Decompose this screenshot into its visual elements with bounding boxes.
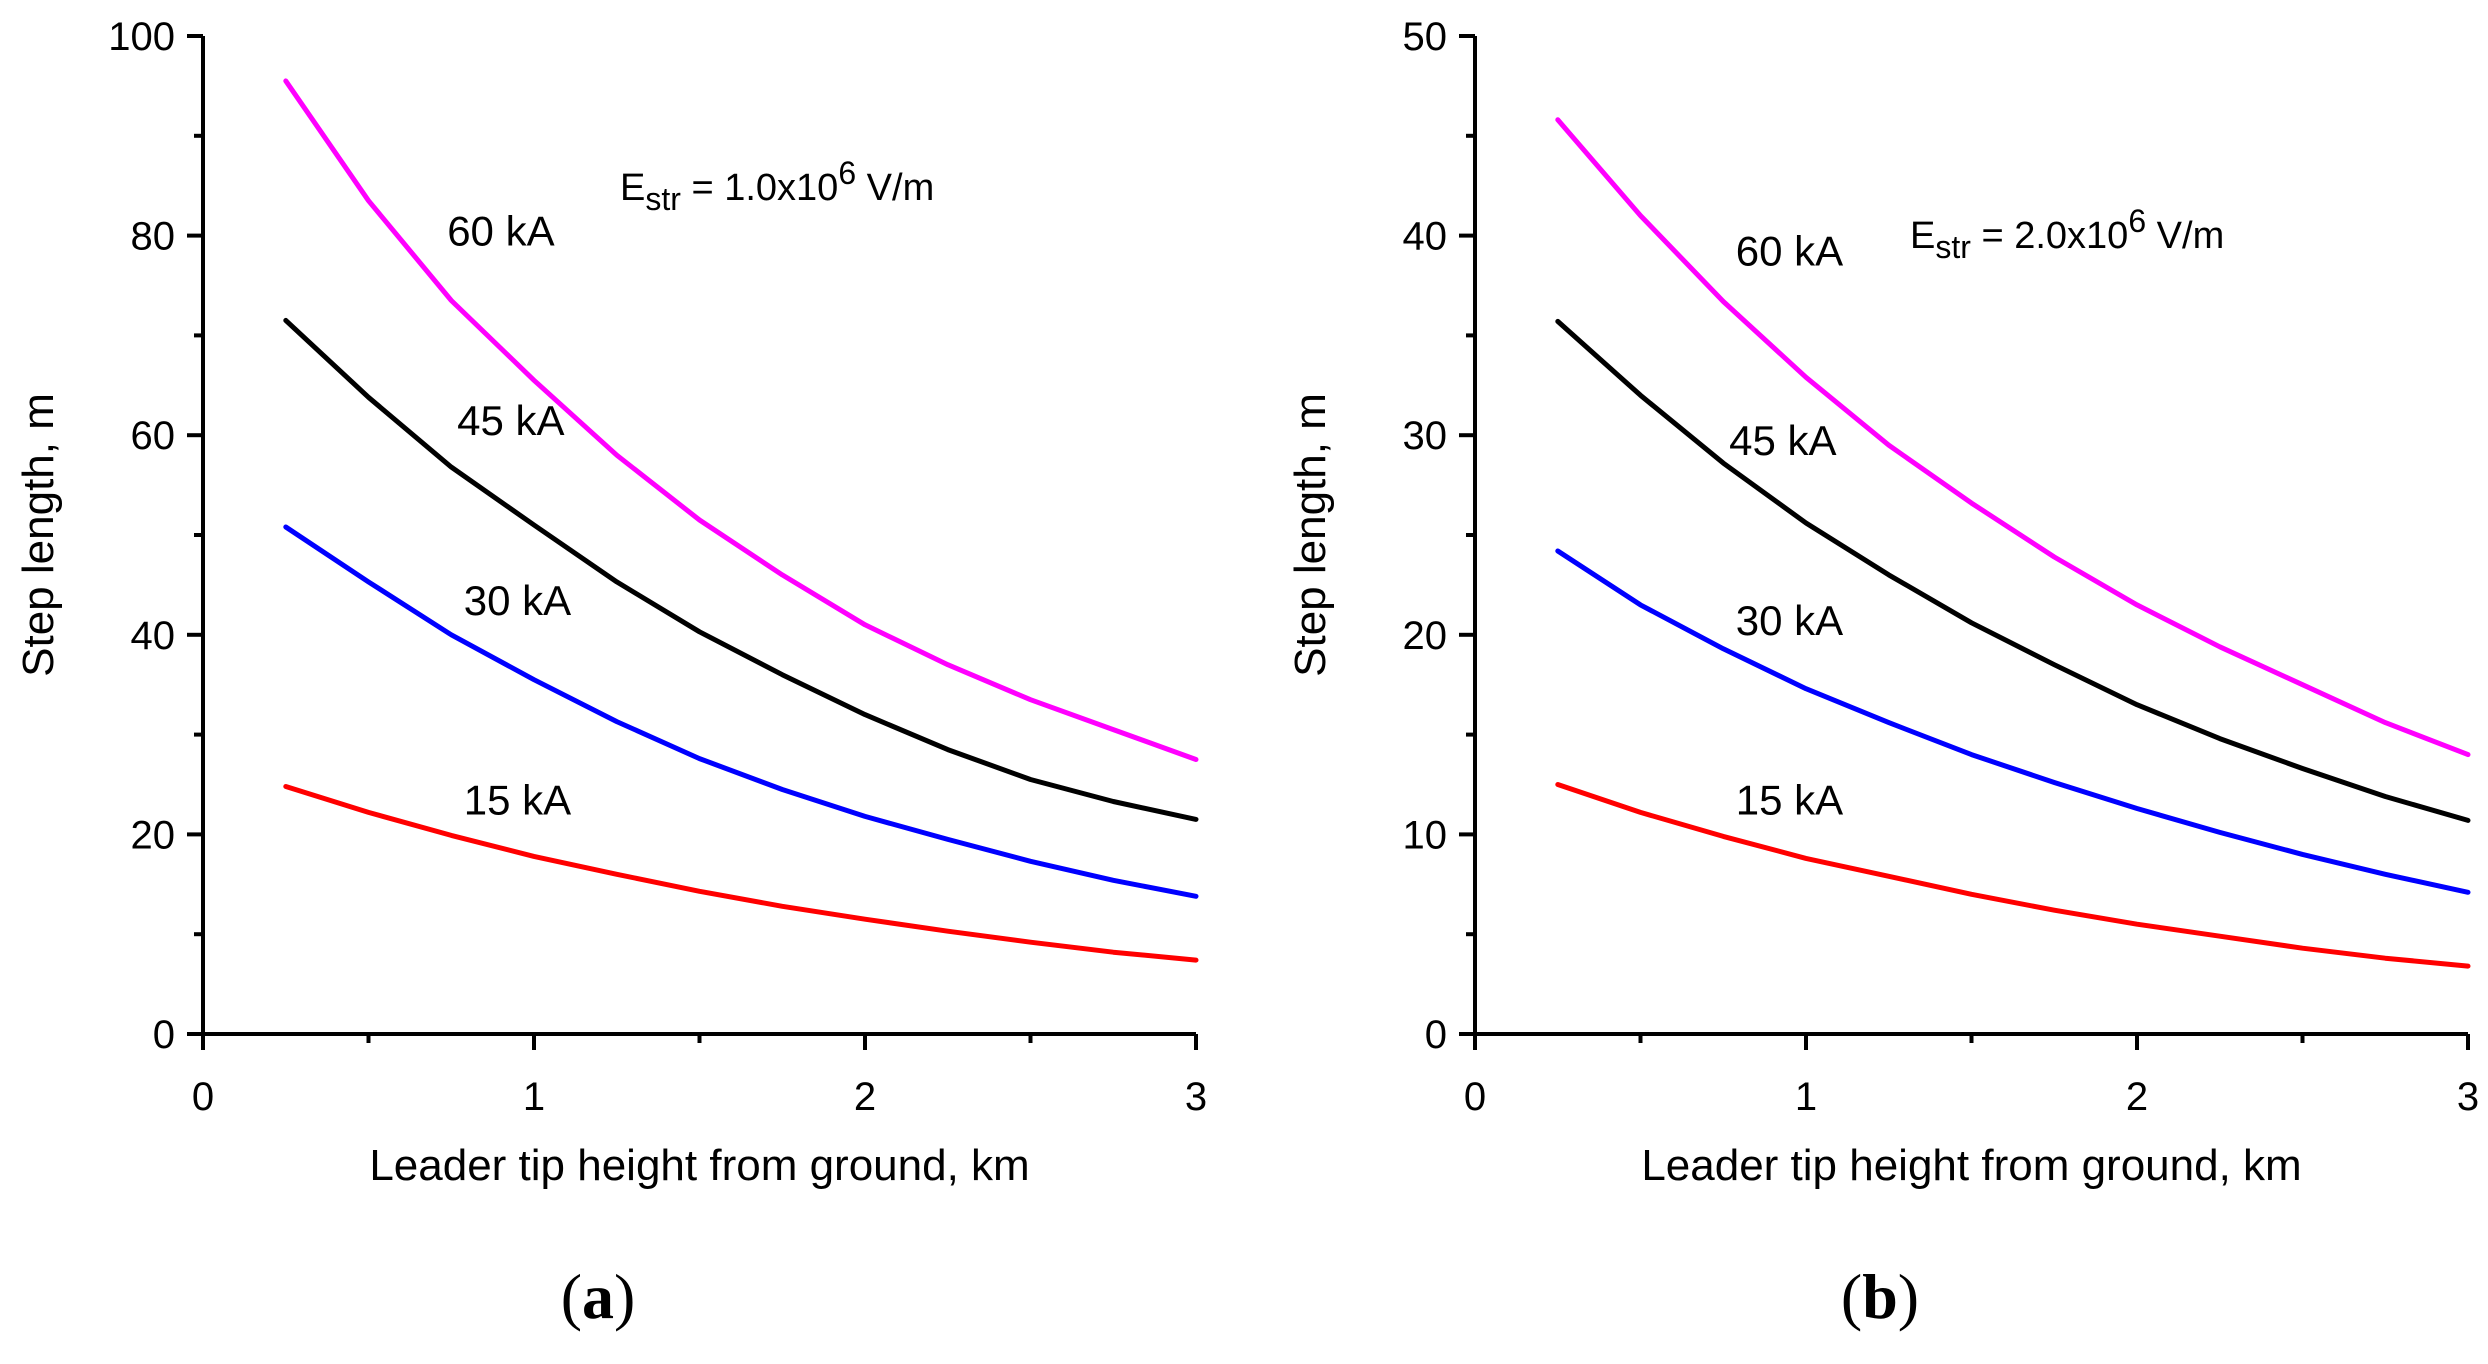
series-line-15-ka <box>1555 782 2471 969</box>
y-tick-label: 30 <box>1403 414 1448 458</box>
curve-label: 45 kA <box>457 397 564 444</box>
series-line-15-ka <box>283 784 1199 963</box>
panel-a: 0 20 40 60 80 100 0 1 2 3 Leader tip height from g… <box>14 15 1207 1332</box>
x-axis-title: Leader tip height from ground, km <box>369 1141 1029 1190</box>
annotation-part: str <box>1935 229 1971 265</box>
series-line-45-ka <box>1555 318 2471 823</box>
panel-label-paren-open: ( <box>561 1261 582 1332</box>
series-line-60-ka <box>283 78 1199 762</box>
series-line-30-ka <box>283 524 1199 899</box>
series-line-45-ka <box>283 317 1199 822</box>
field-strength-annotation: Estr = 2.0x106 V/m <box>1910 203 2224 265</box>
panel-label-paren-open: ( <box>1841 1261 1862 1332</box>
annotation-part: str <box>645 181 681 217</box>
y-tick-label: 40 <box>131 614 176 658</box>
panel-label-paren-close: ) <box>1898 1261 1919 1332</box>
y-tick-label: 80 <box>131 215 176 259</box>
x-tick-label: 0 <box>192 1075 214 1119</box>
panel-label-paren-close: ) <box>614 1261 635 1332</box>
annotation-part: V/m <box>2146 215 2224 257</box>
annotation-part: = 2.0x10 <box>1971 215 2128 257</box>
y-tick-label: 50 <box>1403 15 1448 59</box>
x-tick-label: 3 <box>1185 1075 1207 1119</box>
curve-label: 30 kA <box>464 577 571 624</box>
y-tick-label: 10 <box>1403 813 1448 857</box>
y-tick-label: 100 <box>108 15 175 59</box>
x-axis-title: Leader tip height from ground, km <box>1641 1141 2301 1190</box>
x-tick-label: 0 <box>1464 1075 1486 1119</box>
x-tick-label: 1 <box>1795 1075 1817 1119</box>
y-tick-label: 60 <box>131 414 176 458</box>
panel-b: 0 10 20 30 40 50 0 1 2 3 Leader tip height from gr… <box>1286 15 2479 1332</box>
panel-label: (b) <box>1841 1261 1919 1332</box>
x-tick-label: 2 <box>854 1075 876 1119</box>
curve-label: 30 kA <box>1736 597 1843 644</box>
panel-label-letter: a <box>582 1261 614 1332</box>
y-tick-label: 0 <box>1425 1013 1447 1057</box>
y-tick-label: 40 <box>1403 215 1448 259</box>
annotation-part: E <box>1910 215 1935 257</box>
annotation-part: = 1.0x10 <box>681 167 838 209</box>
x-tick-label: 1 <box>523 1075 545 1119</box>
y-tick-label: 20 <box>1403 614 1448 658</box>
y-tick-label: 0 <box>153 1013 175 1057</box>
panel-label-letter: b <box>1862 1261 1898 1332</box>
curve-label: 60 kA <box>447 208 554 255</box>
y-tick-label: 20 <box>131 813 176 857</box>
annotation-part: 6 <box>838 155 856 191</box>
annotation-part: 6 <box>2128 203 2146 239</box>
annotation-part: E <box>620 167 645 209</box>
curve-label: 45 kA <box>1729 417 1836 464</box>
panel-label: (a) <box>561 1261 636 1332</box>
x-tick-label: 3 <box>2457 1075 2479 1119</box>
y-axis-title: Step length, m <box>14 393 63 677</box>
x-tick-label: 2 <box>2126 1075 2148 1119</box>
series-line-60-ka <box>1555 117 2471 758</box>
curve-label: 60 kA <box>1736 228 1843 275</box>
curve-label: 15 kA <box>464 776 571 823</box>
y-axis-title: Step length, m <box>1286 393 1335 677</box>
curve-label: 15 kA <box>1736 776 1843 823</box>
series-line-30-ka <box>1555 548 2471 895</box>
field-strength-annotation: Estr = 1.0x106 V/m <box>620 155 934 217</box>
annotation-part: V/m <box>856 167 934 209</box>
